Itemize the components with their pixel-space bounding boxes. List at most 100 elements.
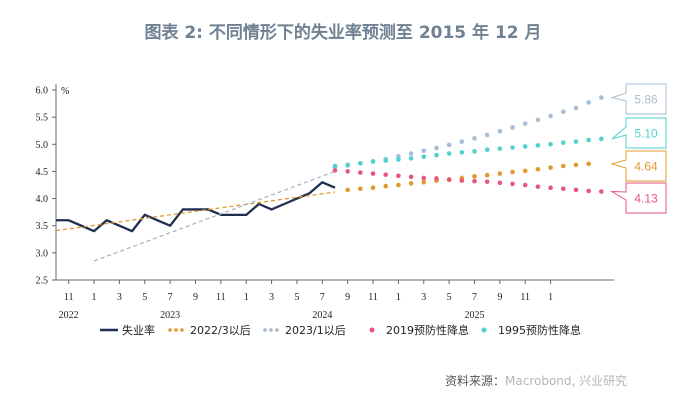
source-note: 资料来源：Macrobond, 兴业研究 [445, 372, 627, 389]
series-point [560, 163, 566, 169]
legend-label: 2023/1以后 [285, 324, 346, 337]
series-point [459, 178, 465, 183]
series-point [599, 189, 604, 194]
series-point [396, 157, 401, 162]
chart-title: 图表 2: 不同情形下的失业率预测至 2015 年 12 月 [144, 23, 542, 43]
callout-box [610, 83, 667, 115]
y-tick-label: 3.0 [36, 248, 49, 259]
callout-5-86: 5.86 [610, 83, 667, 115]
legend-item: 2022/3以后 [168, 324, 251, 337]
x-tick-label: 5 [142, 292, 147, 303]
callout-box [610, 150, 667, 182]
legend-swatch-dot [174, 328, 178, 332]
series-point [510, 181, 515, 187]
y-tick-label: 2.5 [36, 276, 49, 287]
series-point [472, 149, 477, 154]
callout-value: 4.64 [634, 160, 658, 174]
legend-label: 1995预防性降息 [498, 323, 581, 337]
legend-label: 2022/3以后 [190, 324, 251, 337]
series-point [510, 169, 515, 175]
x-tick-label: 7 [168, 292, 173, 303]
source-text: Macrobond, 兴业研究 [505, 374, 628, 388]
x-tick-label: 1 [92, 292, 97, 303]
series-point [573, 187, 579, 193]
series-point [599, 95, 604, 100]
x-tick-label: 5 [447, 292, 452, 303]
series-point [548, 141, 553, 147]
x-tick-label: 11 [368, 292, 378, 303]
series-point [535, 117, 541, 123]
series-point [383, 183, 389, 189]
x-tick-label: 1 [244, 292, 249, 303]
series-point [573, 139, 579, 144]
legend-swatch-dot [481, 327, 487, 333]
x-tick-label: 11 [64, 292, 74, 303]
series-point [497, 180, 503, 186]
series-point [383, 172, 389, 177]
y-tick-label: 6.0 [36, 86, 49, 97]
x-tick-label: 1 [548, 292, 553, 303]
x-tick-label: 11 [216, 292, 226, 303]
series-point [358, 170, 363, 175]
series-point [586, 188, 591, 194]
series-point [434, 145, 439, 151]
y-tick-label: 3.5 [36, 221, 49, 232]
legend-label: 2019预防性降息 [386, 323, 469, 337]
series-point [586, 161, 591, 167]
series-point [484, 172, 490, 178]
x-tick-label: 11 [520, 292, 530, 303]
series-point [472, 174, 477, 179]
series-point [370, 185, 376, 191]
series-point [345, 187, 350, 193]
x-year-label: 2024 [312, 310, 332, 321]
y-axis-unit: % [61, 86, 69, 97]
legend-item: 2019预防性降息 [369, 323, 469, 337]
x-tick-label: 1 [396, 292, 401, 303]
series-point [573, 105, 579, 111]
series-point [408, 156, 414, 161]
x-tick-label: 3 [269, 292, 274, 303]
x-tick-label: 9 [345, 292, 350, 303]
x-tick-label: 3 [421, 292, 426, 303]
x-tick-label: 3 [117, 292, 122, 303]
series-point [370, 159, 376, 164]
series-point [472, 178, 477, 184]
series-point [434, 152, 439, 158]
callout-box [611, 117, 667, 149]
series-point [421, 148, 427, 154]
series-point [408, 181, 414, 186]
series-point [560, 186, 566, 192]
legend-item: 2023/1以后 [263, 324, 346, 337]
series-point [446, 142, 452, 148]
series-point [332, 168, 338, 173]
series-point [421, 179, 427, 185]
series-point [548, 185, 553, 191]
x-tick-label: 7 [472, 292, 477, 303]
series-point [332, 163, 338, 169]
legend-item: 失业率 [100, 323, 155, 337]
series-point [497, 128, 503, 134]
series-point [459, 150, 465, 155]
callout-5-10: 5.10 [611, 117, 667, 149]
legend-swatch-dot [269, 328, 273, 332]
series-point [421, 154, 427, 160]
series-line-unemployment [56, 181, 336, 233]
series-point [484, 179, 490, 185]
legend-swatch-dot [263, 328, 267, 332]
callout-value: 4.13 [634, 192, 658, 206]
legend-item: 1995预防性降息 [481, 323, 581, 337]
series-point [548, 165, 553, 170]
series-point [560, 109, 566, 115]
series-point [396, 173, 401, 179]
y-tick-label: 4.5 [36, 167, 49, 178]
series-trend-line [93, 170, 336, 262]
series-point [510, 145, 515, 150]
x-tick-label: 5 [294, 292, 299, 303]
series-point [484, 132, 490, 138]
series-point [396, 182, 401, 188]
callout-value: 5.86 [634, 93, 658, 107]
series-point [370, 171, 376, 176]
callout-box [610, 182, 667, 214]
series-point [358, 186, 363, 192]
